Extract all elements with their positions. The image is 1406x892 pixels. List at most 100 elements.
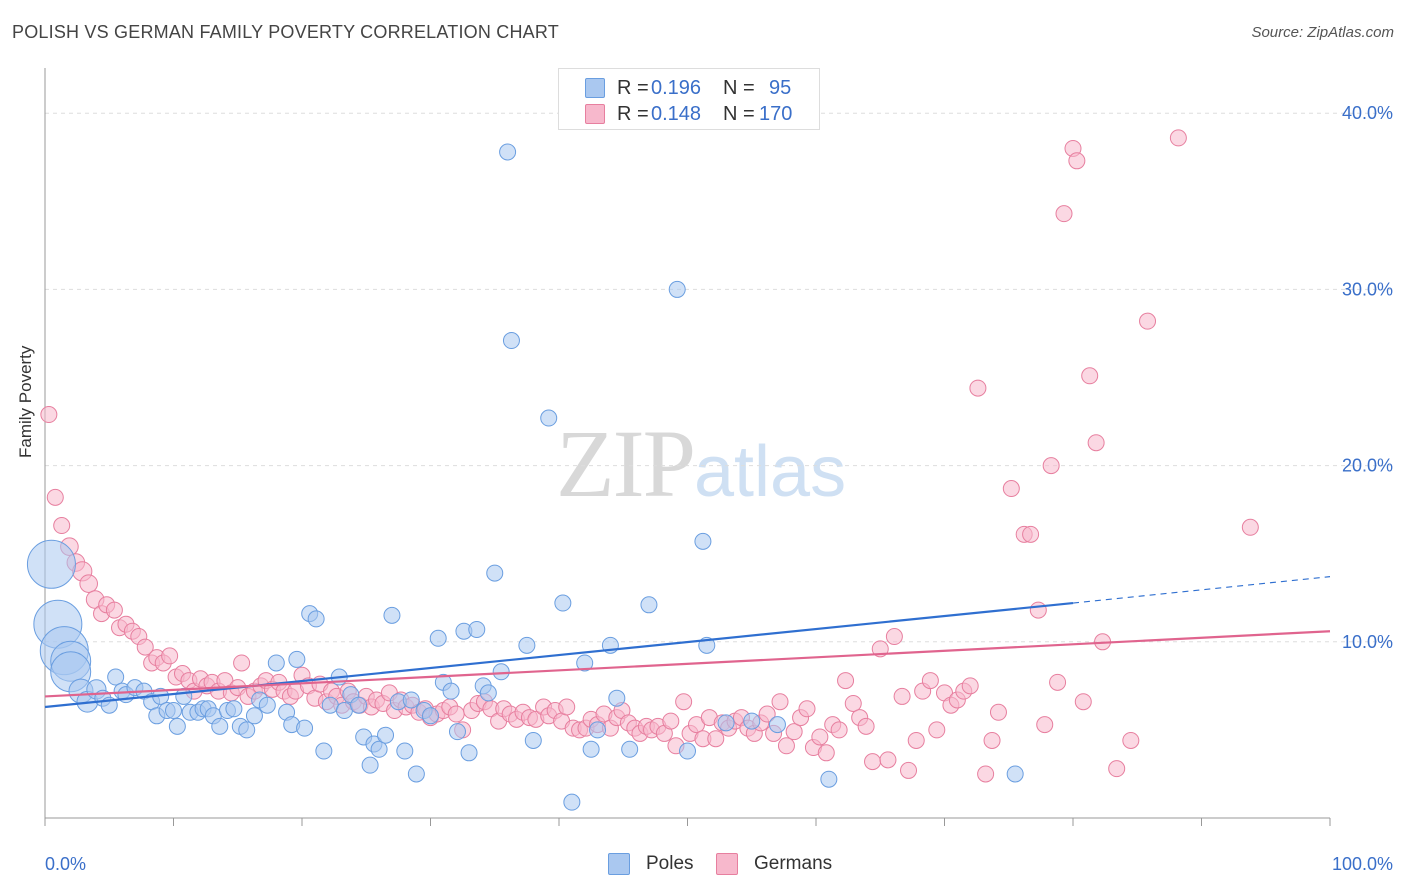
poles-swatch: [585, 78, 605, 98]
data-point: [830, 721, 848, 739]
data-point: [675, 693, 693, 711]
data-point: [258, 696, 276, 714]
data-point: [479, 684, 497, 702]
data-point: [1002, 480, 1020, 498]
data-point: [175, 687, 193, 705]
data-point: [468, 620, 486, 638]
data-point: [107, 668, 125, 686]
data-point: [225, 700, 243, 718]
data-point: [907, 731, 925, 749]
n-value: 170: [759, 103, 793, 125]
y-axis-label: Family Poverty: [16, 345, 35, 458]
data-point: [977, 765, 995, 783]
trend-lines: [44, 576, 1331, 709]
data-point: [758, 705, 776, 723]
chart-title: POLISH VS GERMAN FAMILY POVERTY CORRELAT…: [12, 22, 559, 42]
data-point: [662, 712, 680, 730]
data-point: [429, 629, 447, 647]
data-point: [370, 740, 388, 758]
data-point: [785, 723, 803, 741]
data-point: [811, 728, 829, 746]
data-point: [983, 731, 1001, 749]
data-point: [524, 731, 542, 749]
data-point: [502, 332, 520, 350]
data-point: [442, 682, 460, 700]
series-legend: Poles Germans: [0, 851, 1406, 881]
n-value: 95: [769, 77, 792, 99]
data-point: [335, 702, 353, 720]
data-point: [402, 691, 420, 709]
data-point: [969, 379, 987, 397]
data-point: [1081, 367, 1099, 385]
data-point: [1029, 601, 1047, 619]
data-point: [296, 719, 314, 737]
data-point: [168, 717, 186, 735]
data-point: [40, 406, 58, 424]
data-point: [640, 596, 658, 614]
data-point: [540, 409, 558, 427]
data-point: [383, 606, 401, 624]
data-point: [422, 707, 439, 725]
watermark: ZIPatlas: [556, 408, 846, 519]
data-point: [687, 716, 705, 734]
data-point: [26, 539, 76, 589]
data-point: [350, 696, 368, 714]
data-point: [377, 726, 395, 744]
data-point: [1241, 518, 1259, 536]
data-point: [989, 703, 1007, 721]
data-point: [563, 793, 581, 811]
r-label: R =: [617, 103, 649, 125]
n-label: N =: [723, 103, 755, 125]
data-point: [576, 654, 594, 672]
data-point: [1042, 457, 1060, 475]
axes: [44, 68, 1331, 826]
data-point: [105, 601, 123, 619]
data-point: [864, 753, 882, 771]
data-point: [211, 717, 229, 735]
data-point: [582, 740, 600, 758]
data-point: [900, 761, 918, 779]
data-point: [165, 702, 182, 720]
data-point: [492, 663, 510, 681]
data-point: [460, 744, 478, 762]
data-point: [238, 721, 256, 739]
data-point: [396, 742, 414, 760]
data-point: [288, 650, 306, 668]
data-point: [668, 280, 686, 298]
data-point: [361, 756, 379, 774]
data-point: [777, 737, 795, 755]
data-point: [771, 693, 789, 711]
data-point: [1087, 434, 1105, 452]
series-poles: [26, 143, 1024, 811]
data-point: [817, 744, 835, 762]
y-tick-label: 20.0%: [1342, 456, 1393, 476]
poles-legend-swatch: [608, 853, 630, 875]
data-point: [1139, 312, 1157, 330]
data-point: [554, 594, 572, 612]
data-point: [1122, 731, 1140, 749]
r-label: R =: [617, 77, 649, 99]
data-point: [707, 730, 725, 748]
y-tick-label: 40.0%: [1342, 103, 1393, 123]
data-point: [315, 742, 333, 760]
trend-line-germans: [44, 630, 1331, 698]
data-point: [558, 698, 576, 716]
y-tick-label: 10.0%: [1342, 632, 1393, 652]
data-point: [486, 564, 504, 582]
data-point: [768, 716, 786, 734]
data-point: [1006, 765, 1024, 783]
data-point: [321, 696, 339, 714]
data-point: [407, 765, 425, 783]
germans-swatch: [585, 104, 605, 124]
source-label: Source: ZipAtlas.com: [1251, 24, 1394, 41]
tick-labels: 10.0% 20.0% 30.0% 40.0% 0.0% 100.0%: [45, 103, 1393, 874]
data-point: [1169, 129, 1187, 147]
data-point: [857, 717, 875, 735]
data-point: [53, 517, 71, 535]
data-point: [679, 742, 696, 760]
data-point: [267, 654, 285, 672]
data-point: [518, 636, 536, 654]
data-point: [499, 143, 517, 161]
r-value: 0.196: [651, 77, 702, 99]
